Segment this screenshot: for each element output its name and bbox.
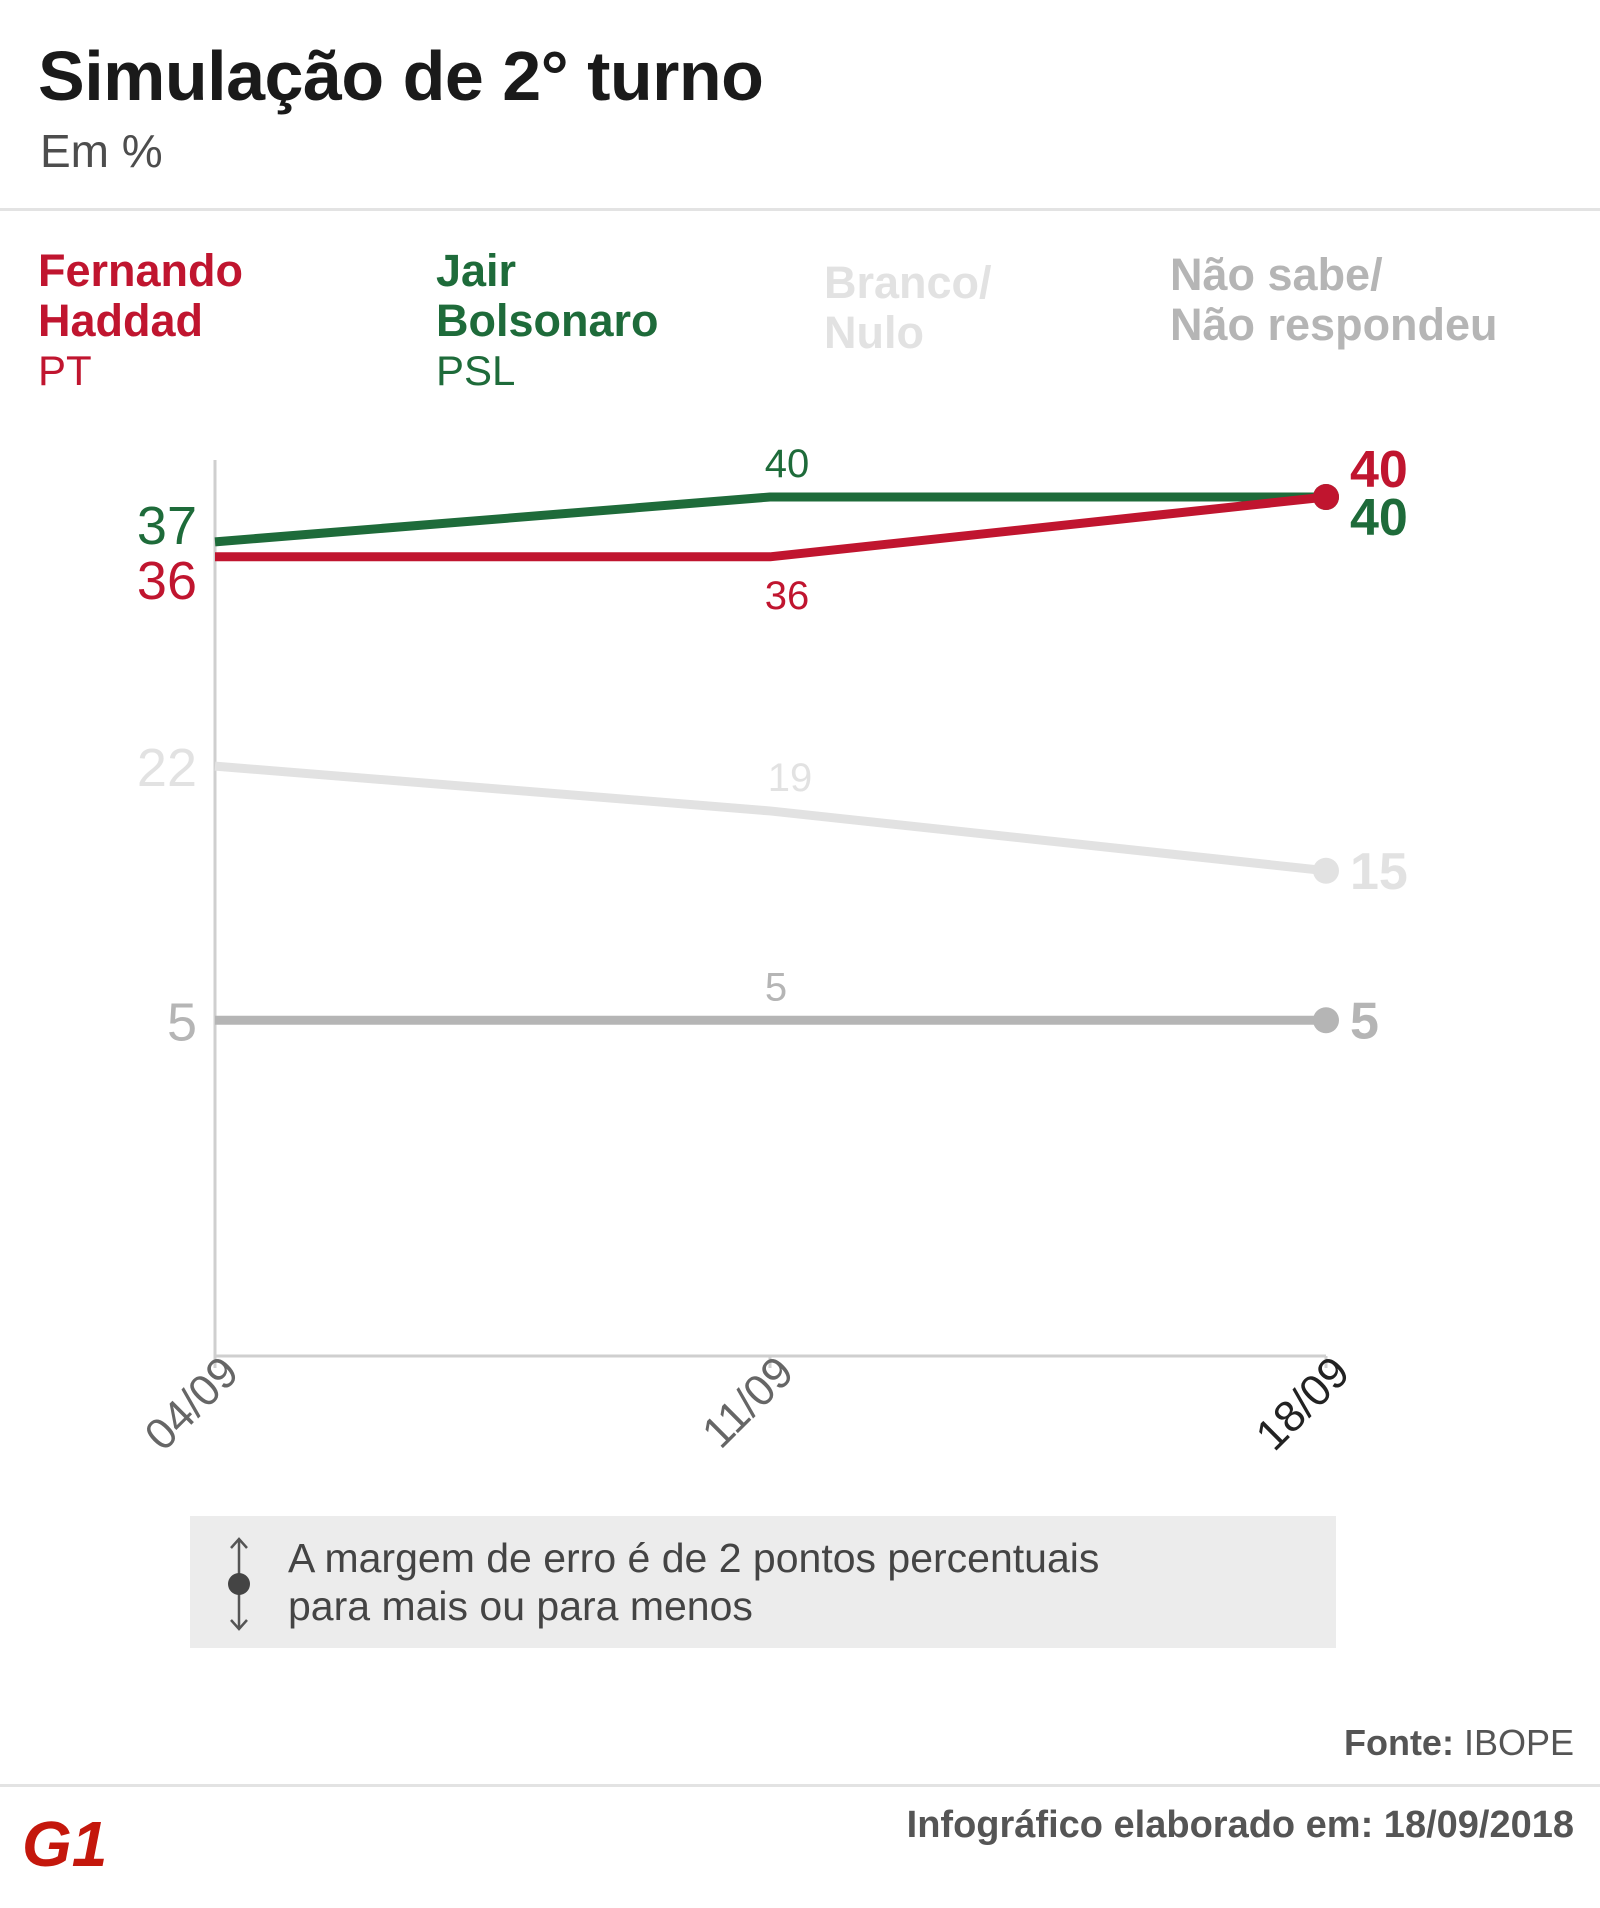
source-value: IBOPE [1463, 1722, 1574, 1763]
data-label: 15 [1350, 843, 1408, 901]
chart-title: Simulação de 2° turno [38, 37, 764, 115]
source-label: Fonte: [1343, 1722, 1454, 1763]
legend-party: PT [38, 347, 92, 394]
data-label: 5 [765, 965, 787, 1009]
legend-name-line2: Haddad [38, 295, 204, 346]
data-label: 37 [137, 496, 197, 556]
legend-item-nao-sabe: Não sabe/ Não respondeu [1170, 250, 1498, 350]
data-label: 5 [1350, 992, 1379, 1050]
source: Fonte: IBOPE [1344, 1722, 1574, 1764]
data-label: 19 [768, 756, 813, 800]
x-tick-label: 11/09 [693, 1347, 803, 1457]
legend-name-line1: Não sabe/ [1170, 249, 1383, 300]
legend-name-line1: Fernando [38, 245, 244, 296]
data-label: 36 [137, 551, 197, 611]
data-label: 22 [137, 738, 197, 798]
series-end-marker [1313, 484, 1339, 510]
series-end-marker [1313, 857, 1339, 884]
legend-name-line2: Não respondeu [1170, 299, 1498, 350]
legend-name-line1: Jair [436, 245, 517, 296]
credit-line: Infográfico elaborado em: 18/09/2018 [906, 1804, 1574, 1846]
legend-item-branco-nulo: Branco/ Nulo [824, 258, 992, 358]
legend-item-bolsonaro: Jair Bolsonaro PSL [436, 246, 659, 396]
logo-text: G1 [22, 1812, 107, 1874]
footer-divider [0, 1784, 1600, 1787]
data-label: 40 [1350, 489, 1408, 547]
legend-name-line2: Bolsonaro [436, 295, 659, 346]
legend-name-line2: Nulo [824, 307, 924, 358]
series-line [214, 492, 1326, 547]
series-line [215, 492, 1327, 562]
legend-item-haddad: Fernando Haddad PT [38, 246, 243, 396]
header-divider [0, 208, 1600, 211]
data-label: 5 [167, 992, 197, 1052]
legend-party: PSL [436, 347, 516, 394]
x-tick-label: 18/09 [1247, 1347, 1360, 1460]
g1-logo: G1 [22, 1812, 107, 1874]
x-tick-label: 04/09 [136, 1347, 249, 1460]
data-label: 40 [1350, 441, 1408, 499]
margin-of-error-text: A margem de erro é de 2 pontos percentua… [288, 1534, 1099, 1630]
data-label: 36 [765, 574, 810, 618]
note-line-1: A margem de erro é de 2 pontos percentua… [288, 1535, 1100, 1581]
series-line [214, 761, 1327, 876]
note-line-2: para mais ou para menos [288, 1583, 753, 1629]
data-label: 40 [765, 442, 810, 486]
legend-name-line1: Branco/ [824, 257, 992, 308]
series-end-marker [1313, 1007, 1339, 1034]
margin-of-error-box [190, 1516, 1336, 1648]
margin-of-error-icon [228, 1537, 250, 1631]
chart-subtitle: Em % [40, 125, 163, 177]
